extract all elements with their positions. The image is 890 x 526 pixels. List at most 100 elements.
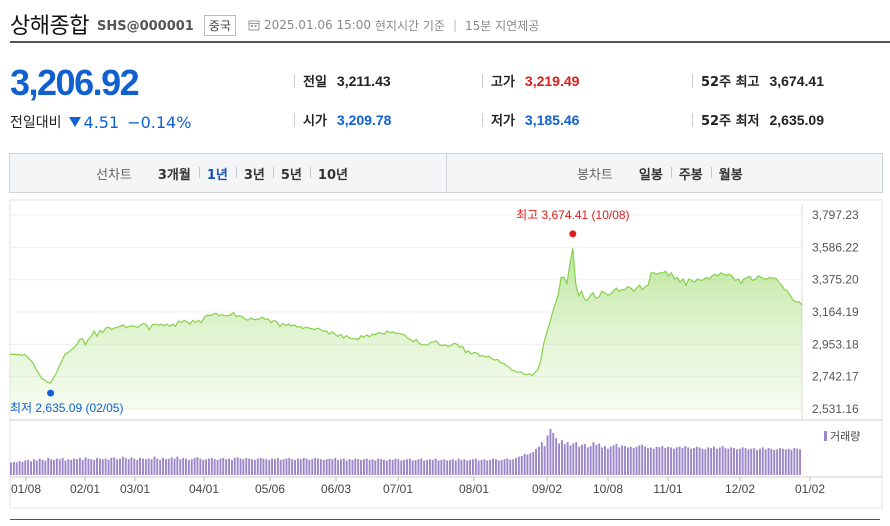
stat-label: 시가 (303, 114, 327, 129)
tab-daily[interactable]: 일봉 (638, 167, 663, 183)
tab-weekly[interactable]: 주봉 (670, 164, 711, 183)
volume-bar (400, 460, 403, 475)
min-annotation: 최저 2,635.09 (02/05) (10, 401, 123, 415)
x-tick-label: 11/01 (653, 482, 682, 496)
volume-bar (274, 459, 276, 475)
candle-chart-label: 봉차트 (577, 167, 613, 183)
volume-bar (618, 447, 621, 475)
volume-bar (147, 458, 150, 475)
volume-bar (251, 459, 253, 475)
tab-1y[interactable]: 1년 (198, 164, 236, 183)
volume-bar (598, 443, 601, 475)
volume-bar (561, 440, 563, 475)
price-line (9, 248, 803, 384)
max-annotation: 최고 3,674.41 (10/08) (516, 208, 629, 222)
volume-bar (308, 459, 311, 475)
volume-bar (24, 460, 27, 475)
volume-bar (495, 459, 497, 475)
volume-bar (76, 459, 78, 475)
volume-bar (747, 449, 750, 475)
volume-bar (104, 458, 107, 475)
volume-bar (664, 448, 667, 475)
volume-bar (242, 459, 245, 475)
price-chart[interactable]: 3,797.23 3,586.22 3,375.20 3,164.19 2,953.18… (0, 195, 890, 515)
stat-label: 고가 (491, 75, 515, 90)
volume-bar (363, 459, 365, 475)
volume-bar (116, 459, 119, 475)
volume-bar (546, 435, 549, 475)
x-tick-label: 05/06 (255, 482, 285, 496)
tab-monthly[interactable]: 월봉 (710, 164, 751, 183)
volume-bar (219, 458, 222, 475)
volume-legend: 거래량 (830, 430, 860, 443)
volume-bar (595, 444, 598, 475)
volume-bar (305, 458, 308, 475)
volume-bar (540, 442, 543, 475)
x-tick-label: 01/08 (11, 482, 41, 496)
volume-bar (741, 447, 744, 475)
volume-bar (414, 459, 417, 475)
x-tick-label: 06/03 (321, 482, 351, 496)
volume-bar (446, 460, 449, 475)
current-price: 3,206.92 (10, 62, 140, 103)
x-tick-label: 10/08 (593, 482, 623, 496)
stat-value: 2,635.09 (769, 111, 825, 128)
volume-bar (187, 459, 190, 475)
y-tick-label: 3,586.22 (812, 240, 859, 254)
volume-bar (583, 444, 586, 475)
volume-bar (727, 448, 730, 475)
volume-bar (21, 461, 24, 475)
tab-3y[interactable]: 3년 (235, 164, 273, 183)
price-area (10, 248, 802, 409)
volume-bar (647, 448, 649, 475)
stat-value: 3,211.43 (336, 72, 391, 89)
volume-bar (592, 442, 595, 475)
line-chart-label: 선차트 (96, 167, 132, 183)
volume-bar (388, 459, 391, 475)
volume-bar (394, 458, 397, 475)
volume-bar (434, 458, 437, 475)
stat-low: 저가 3,185.46 (482, 110, 579, 129)
volume-bar (328, 458, 331, 475)
volume-bar (543, 446, 546, 475)
volume-bar (635, 446, 638, 475)
tab-3m[interactable]: 3개월 (157, 167, 191, 183)
volume-bar (334, 457, 337, 475)
volume-bar (449, 459, 451, 475)
volume-bar (297, 458, 299, 475)
volume-bar (609, 446, 612, 475)
volume-bar (196, 457, 199, 475)
volume-bar (538, 446, 540, 475)
volume-bar (695, 446, 698, 475)
volume-bar (67, 459, 70, 475)
tab-5y[interactable]: 5년 (272, 164, 310, 183)
volume-bar (457, 458, 460, 475)
volume-bar (35, 460, 38, 475)
volume-bar (776, 449, 779, 475)
volume-bar (566, 442, 569, 475)
index-title: 상해종합 (10, 14, 89, 39)
volume-bar (365, 458, 368, 475)
volume-bar (142, 458, 144, 475)
volume-bar (371, 459, 374, 475)
volume-bar (351, 459, 354, 475)
volume-bar (73, 458, 75, 475)
stat-label: 52주 최고 (701, 75, 760, 90)
volume-bar (472, 459, 474, 475)
volume-bar (348, 459, 351, 475)
y-tick-label: 3,797.23 (812, 208, 859, 222)
volume-bar (78, 457, 81, 475)
volume-bar (601, 447, 603, 475)
volume-bar (282, 459, 285, 475)
volume-bar (368, 459, 371, 475)
volume-bar (222, 457, 225, 475)
volume-bar (44, 460, 47, 475)
volume-legend-swatch (824, 431, 827, 441)
volume-bar (578, 446, 581, 475)
volume-bar (790, 450, 793, 475)
volume-bar (202, 459, 205, 475)
volume-bar (759, 448, 761, 475)
tab-10y[interactable]: 10년 (309, 164, 356, 183)
volume-bar (317, 458, 319, 475)
timestamp: 2025.01.06 15:00 현지시간 기준 | 15분 지연제공 (248, 17, 539, 34)
